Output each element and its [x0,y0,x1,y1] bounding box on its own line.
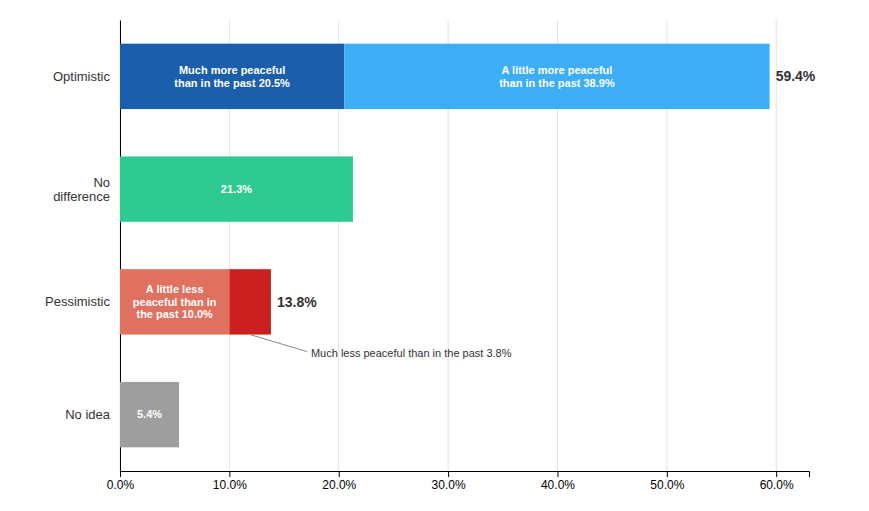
data-label: A little lesspeaceful than inthe past 10… [133,283,217,320]
x-tick-mark [557,471,558,477]
text-line: the past 10.0% [136,308,213,320]
totals: 59.4% 13.8% [277,68,816,310]
bar [120,44,344,109]
x-tick-label: 60.0% [760,478,794,492]
x-tick-label: 40.0% [541,478,575,492]
plot: 0.0% 10.0% 20.0% 30.0% 40.0% 50.0% 60.0% Optimi… [45,20,816,492]
chart: 0.0% 10.0% 20.0% 30.0% 40.0% 50.0% 60.0% Optimi… [0,0,869,511]
bar [120,269,229,334]
y-tick: No idea [65,407,120,422]
data-label: 21.3% [221,183,252,195]
x-axis: 0.0% 10.0% 20.0% 30.0% 40.0% 50.0% 60.0% [107,471,810,492]
leader-line [250,335,307,352]
text-line: Optimistic [53,69,111,84]
bar [120,382,179,447]
text-line: peaceful than in [133,296,217,308]
text-line: No idea [65,407,111,422]
x-tick-mark [448,471,449,477]
text-line: 21.3% [221,183,252,195]
y-tick: Optimistic [53,69,120,84]
text-line: Much less peaceful than in the past 3.8% [311,347,512,359]
total-label: 13.8% [277,294,317,310]
y-axis: Optimistic Nodifference Pessimistic No idea [45,21,121,472]
x-tick: 60.0% [760,471,794,492]
text-line: Much more peaceful [179,64,285,76]
text-line: A little more peaceful [501,64,612,76]
text-line: 5.4% [137,408,162,420]
x-tick-mark [667,471,668,477]
bar [344,44,769,109]
x-tick-mark [776,471,777,477]
grid [120,20,776,471]
x-tick: 0.0% [107,471,135,492]
x-tick-label: 0.0% [107,478,135,492]
y-tick: Nodifference [53,175,120,204]
y-tick-label: Pessimistic [45,294,111,309]
text-line: than in the past 38.9% [499,77,615,89]
x-tick-label: 20.0% [322,478,356,492]
data-label: Much more peacefulthan in the past 20.5% [174,64,290,89]
x-tick-mark [339,471,340,477]
text-line: than in the past 20.5% [174,77,290,89]
data-labels: Much more peacefulthan in the past 20.5%… [133,64,615,421]
text-line: A little less [146,283,204,295]
x-tick-label: 50.0% [650,478,684,492]
x-axis-line [121,472,810,478]
grid-line [776,20,777,471]
y-tick-label: No idea [65,407,111,422]
x-tick: 30.0% [432,471,466,492]
y-tick-label: Nodifference [53,175,110,204]
bars [120,44,770,448]
total-label: 59.4% [776,68,816,84]
x-tick: 50.0% [650,471,684,492]
bar [229,269,271,334]
x-tick-label: 10.0% [213,478,247,492]
x-tick-label: 30.0% [432,478,466,492]
x-tick: 10.0% [213,471,247,492]
x-tick-mark [120,471,121,477]
bar [120,156,353,221]
x-tick: 20.0% [322,471,356,492]
y-tick: Pessimistic [45,294,120,309]
text-line: difference [53,189,110,204]
text-line: No [93,175,110,190]
text-line: Pessimistic [45,294,111,309]
data-label: 5.4% [137,408,162,420]
y-tick-label: Optimistic [53,69,111,84]
x-tick: 40.0% [541,471,575,492]
data-label: A little more peacefulthan in the past 3… [499,64,615,89]
x-tick-mark [229,471,230,477]
data-label: Much less peaceful than in the past 3.8% [311,347,512,359]
